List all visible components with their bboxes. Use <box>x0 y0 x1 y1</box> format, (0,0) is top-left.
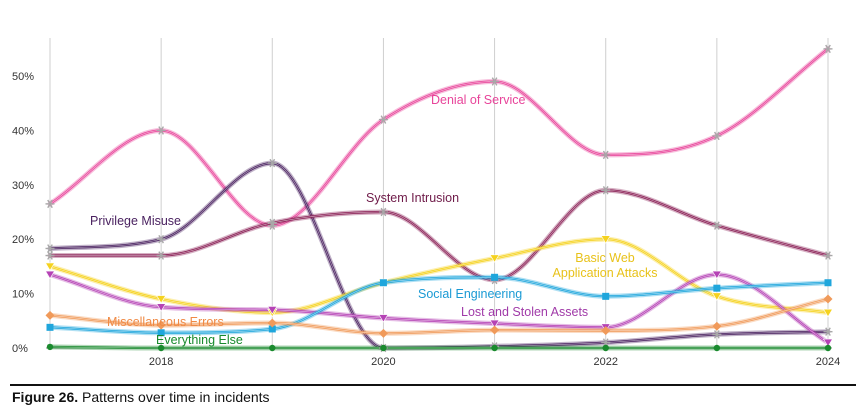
point-basic-web-application-attacks-2022 <box>600 235 611 244</box>
point-miscellaneous-errors-2019 <box>267 318 277 328</box>
y-tick-label: 20% <box>12 234 34 246</box>
point-everything-else-2020 <box>380 344 387 352</box>
point-miscellaneous-errors-2018 <box>156 320 166 330</box>
figure-label: Figure 26. <box>12 389 79 405</box>
series-label-system-intrusion: System Intrusion <box>366 191 459 205</box>
series-highlight-basic-web-application-attacks <box>49 238 829 313</box>
series-label-privilege-misuse: Privilege Misuse <box>90 214 181 228</box>
series-highlight-everything-else <box>49 346 828 349</box>
point-miscellaneous-errors-2023 <box>712 321 722 331</box>
series-label-social-engineering: Social Engineering <box>418 287 522 301</box>
point-miscellaneous-errors-2020 <box>378 328 388 338</box>
point-system-intrusion-2023 <box>712 221 722 230</box>
series-highlight-social-engineering <box>49 276 829 334</box>
point-everything-else-2021 <box>491 344 498 352</box>
series-lines <box>47 46 831 351</box>
point-miscellaneous-errors-2022 <box>601 326 611 336</box>
series-label-denial-of-service: Denial of Service <box>431 93 526 107</box>
x-tick-label: 2024 <box>816 356 840 368</box>
point-system-intrusion-2020 <box>378 207 388 217</box>
point-miscellaneous-errors-2017 <box>45 310 55 320</box>
point-social-engineering-2024 <box>824 279 832 287</box>
point-everything-else-2024 <box>824 344 832 352</box>
point-miscellaneous-errors-2021 <box>490 325 500 335</box>
point-denial-of-service-2020 <box>378 115 388 124</box>
series-label-lost-and-stolen-assets: Lost and Stolen Assets <box>461 305 588 319</box>
point-system-intrusion-2017 <box>45 251 55 260</box>
figure-caption: Figure 26. Patterns over time in inciden… <box>12 389 270 405</box>
y-tick-label: 40% <box>12 125 34 137</box>
point-privilege-misuse-2023 <box>712 330 722 339</box>
series-highlight-system-intrusion <box>50 189 829 281</box>
point-social-engineering-2023 <box>713 284 721 292</box>
series-label-everything-else: Everything Else <box>156 333 243 347</box>
y-tick-label: 0% <box>12 343 28 355</box>
point-denial-of-service-2018 <box>156 126 166 135</box>
point-lost-and-stolen-assets-2020 <box>378 314 389 323</box>
series-labels: Denial of Service Privilege Misuse System … <box>90 93 657 347</box>
point-basic-web-application-attacks-2021 <box>489 254 500 263</box>
point-lost-and-stolen-assets-2021 <box>489 319 500 329</box>
point-social-engineering-2018 <box>157 329 165 337</box>
point-privilege-misuse-2018 <box>156 234 166 244</box>
point-privilege-misuse-2019 <box>267 158 277 168</box>
series-highlight-miscellaneous-errors <box>49 298 829 334</box>
series-label-miscellaneous-errors: Miscellaneous Errors <box>107 315 224 329</box>
point-basic-web-application-attacks-2023 <box>711 292 722 301</box>
point-social-engineering-2021 <box>491 273 499 281</box>
figure-title: Patterns over time in incidents <box>82 389 270 405</box>
point-system-intrusion-2019 <box>267 218 277 228</box>
point-lost-and-stolen-assets-2019 <box>267 306 278 315</box>
x-tick-label: 2018 <box>149 356 173 368</box>
point-basic-web-application-attacks-2018 <box>156 295 167 304</box>
point-social-engineering-2020 <box>379 279 387 287</box>
point-denial-of-service-2017 <box>45 199 55 209</box>
point-lost-and-stolen-assets-2017 <box>44 270 56 280</box>
point-basic-web-application-attacks-2017 <box>44 262 56 272</box>
point-denial-of-service-2024 <box>823 44 833 54</box>
point-lost-and-stolen-assets-2023 <box>711 270 722 280</box>
point-social-engineering-2019 <box>268 325 276 333</box>
point-system-intrusion-2018 <box>156 251 166 260</box>
series-label-application-attacks: Application Attacks <box>553 266 658 280</box>
vertical-gridlines <box>49 38 829 348</box>
point-denial-of-service-2022 <box>601 150 611 160</box>
point-system-intrusion-2022 <box>601 186 611 195</box>
point-social-engineering-2022 <box>602 292 610 300</box>
point-lost-and-stolen-assets-2018 <box>156 303 167 312</box>
series-markers <box>44 44 834 353</box>
point-everything-else-2019 <box>269 344 276 352</box>
point-everything-else-2017 <box>46 343 54 351</box>
y-tick-label: 10% <box>12 289 34 301</box>
y-tick-label: 50% <box>12 71 34 83</box>
point-privilege-misuse-2024 <box>823 327 833 336</box>
series-highlight-denial-of-service <box>49 48 829 226</box>
series-highlight-lost-and-stolen-assets <box>49 274 829 343</box>
x-tick-label: 2020 <box>371 356 395 368</box>
series-label-basic-web: Basic Web <box>575 251 635 265</box>
y-tick-label: 30% <box>12 180 34 192</box>
caption-rule <box>10 384 856 386</box>
point-basic-web-application-attacks-2024 <box>822 308 834 318</box>
point-denial-of-service-2023 <box>712 131 722 141</box>
point-social-engineering-2017 <box>46 323 54 331</box>
point-everything-else-2023 <box>713 344 721 352</box>
point-denial-of-service-2021 <box>490 77 500 86</box>
x-tick-label: 2022 <box>593 356 617 368</box>
point-everything-else-2018 <box>157 344 165 352</box>
point-system-intrusion-2024 <box>823 251 833 260</box>
point-miscellaneous-errors-2024 <box>823 294 833 304</box>
point-everything-else-2022 <box>602 344 609 352</box>
point-privilege-misuse-2017 <box>45 244 55 253</box>
point-privilege-misuse-2022 <box>601 338 611 347</box>
point-lost-and-stolen-assets-2024 <box>822 338 834 348</box>
